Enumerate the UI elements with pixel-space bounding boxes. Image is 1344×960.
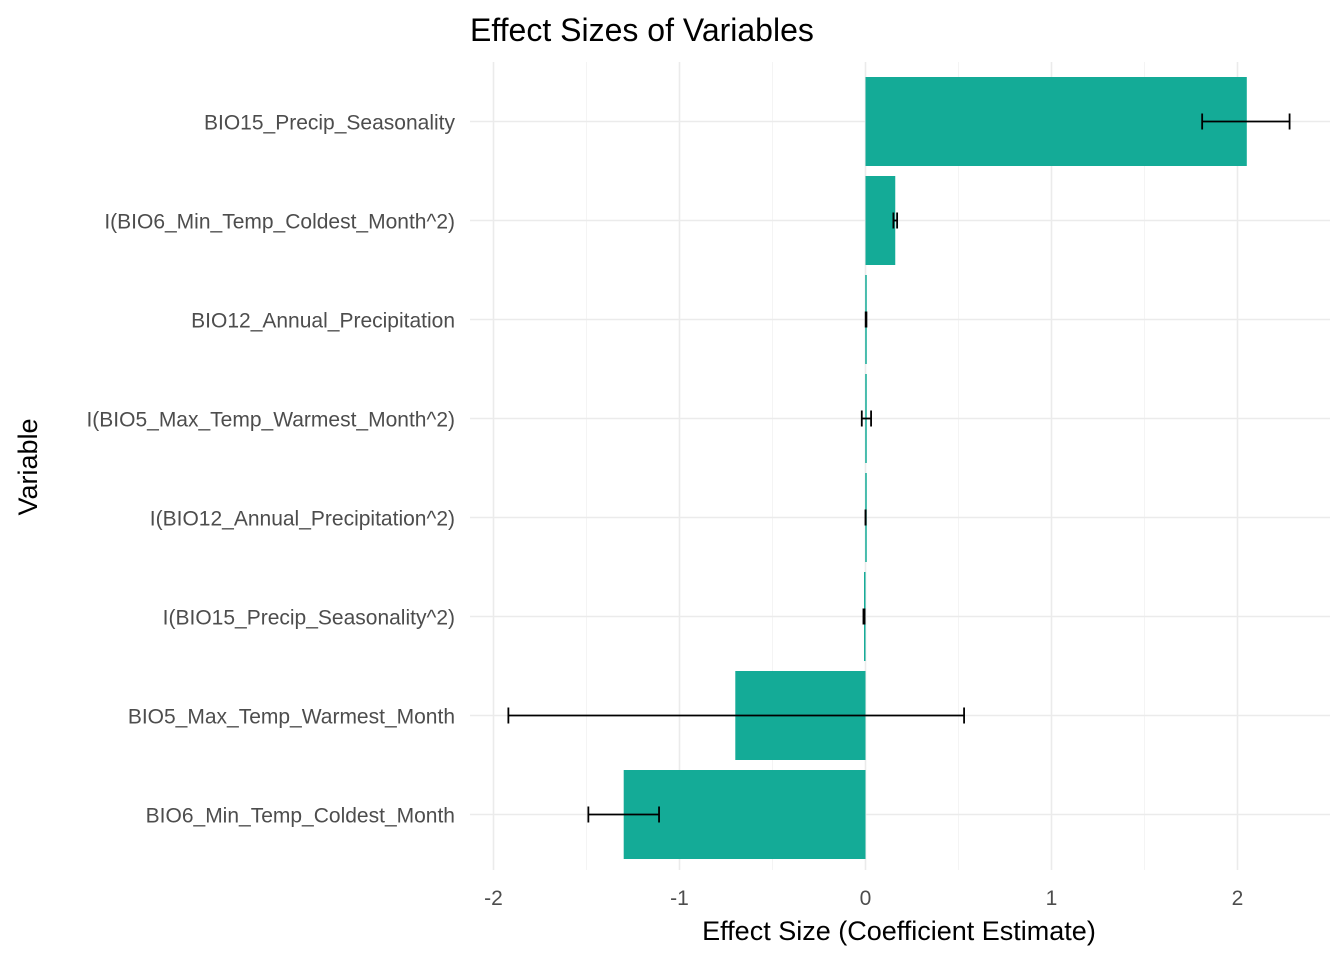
error-bar [1201,113,1291,130]
bar [865,176,896,265]
error-bar [892,212,899,229]
error-bar [864,311,868,328]
x-tick-label: -1 [670,887,689,910]
x-tick-label: 0 [860,887,872,910]
category-label: I(BIO6_Min_Temp_Coldest_Month^2) [104,211,455,234]
category-label: I(BIO15_Precip_Seasonality^2) [163,607,455,630]
category-label: I(BIO5_Max_Temp_Warmest_Month^2) [86,409,455,432]
error-bars [507,113,1291,823]
bar [623,770,866,859]
category-label: BIO6_Min_Temp_Coldest_Month [146,805,455,828]
category-label: BIO12_Annual_Precipitation [191,310,455,333]
category-label: BIO5_Max_Temp_Warmest_Month [128,706,455,729]
category-label: BIO15_Precip_Seasonality [204,112,455,135]
chart-title: Effect Sizes of Variables [470,12,814,48]
grid [470,62,1330,870]
error-bar [862,608,866,625]
error-bar [860,410,872,427]
bar [865,77,1247,166]
x-tick-labels: -2 -1 0 1 2 [484,887,1243,910]
x-tick-label: 2 [1232,887,1244,910]
category-label: I(BIO12_Annual_Precipitation^2) [150,508,455,531]
x-axis-title: Effect Size (Coefficient Estimate) [702,916,1096,946]
y-axis-title: Variable [13,418,43,515]
x-tick-label: -2 [484,887,503,910]
x-tick-label: 1 [1046,887,1058,910]
category-labels: BIO15_Precip_Seasonality I(BIO6_Min_Temp_… [86,112,455,828]
error-bar [507,707,965,724]
bars [623,77,1247,859]
error-bar [587,806,660,823]
